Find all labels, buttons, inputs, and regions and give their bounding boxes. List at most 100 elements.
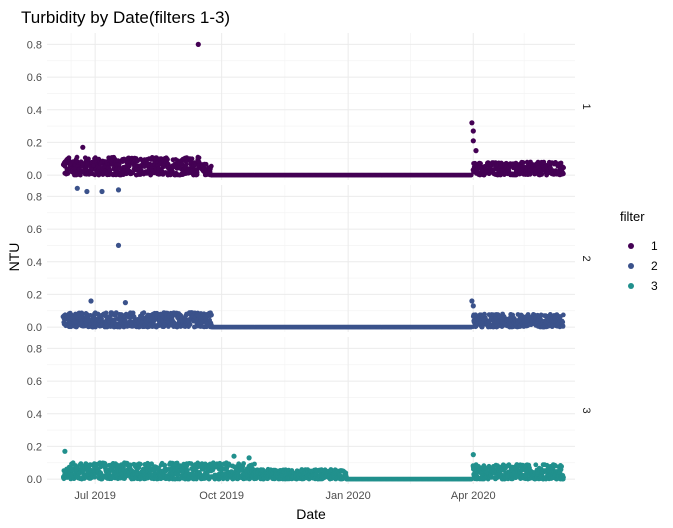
series-3-points — [61, 448, 566, 482]
data-point — [541, 159, 547, 165]
data-point — [86, 156, 91, 162]
data-point-outlier — [115, 187, 122, 193]
data-point-outlier — [62, 448, 68, 454]
legend-label-3: 3 — [651, 279, 658, 293]
data-point — [539, 172, 545, 177]
data-point — [187, 322, 193, 327]
data-point — [138, 461, 143, 467]
data-point — [65, 171, 71, 176]
facet-panels: 0.00.20.40.60.810.00.20.40.60.820.00.20.… — [27, 33, 592, 486]
data-point — [533, 462, 539, 468]
data-point-outlier — [99, 188, 105, 195]
y-tick-label: 0.4 — [27, 409, 42, 421]
data-point-outlier — [115, 242, 122, 248]
legend-key-1 — [628, 243, 634, 249]
data-point — [561, 475, 566, 480]
data-point — [74, 154, 80, 160]
data-point-outlier — [470, 138, 476, 144]
y-axis-label: NTU — [6, 243, 22, 272]
data-point — [196, 155, 202, 161]
legend-title: filter — [620, 209, 645, 224]
data-point — [560, 319, 566, 325]
data-point — [183, 162, 189, 167]
legend-key-3 — [628, 283, 634, 289]
data-point-outlier — [80, 144, 86, 150]
y-tick-label: 0.2 — [27, 441, 42, 453]
data-point — [130, 310, 136, 316]
data-point-outlier — [469, 298, 475, 304]
data-point — [203, 162, 209, 168]
data-point-outlier — [246, 455, 252, 461]
y-tick-label: 0.0 — [27, 322, 42, 334]
data-point-outlier — [84, 188, 90, 195]
data-point — [252, 461, 257, 467]
y-tick-label: 0.8 — [27, 191, 42, 203]
data-point — [193, 172, 199, 178]
y-tick-label: 0.6 — [27, 224, 42, 236]
data-point-outlier — [122, 300, 128, 306]
data-point — [560, 324, 566, 329]
legend-label-1: 1 — [651, 239, 658, 253]
chart-title: Turbidity by Date(filters 1-3) — [21, 8, 230, 27]
legend: filter 1 2 3 — [620, 209, 658, 293]
data-point-outlier — [470, 128, 476, 134]
series-1-points — [60, 41, 566, 178]
data-point — [241, 461, 247, 466]
facet-strip-label-3: 3 — [580, 407, 592, 413]
data-point — [154, 310, 160, 316]
x-axis-ticks: Jul 2019 Oct 2019 Jan 2020 Apr 2020 — [74, 490, 495, 502]
data-point — [217, 460, 223, 466]
facet-strip-label-2: 2 — [580, 255, 592, 261]
x-tick-label: Jul 2019 — [74, 490, 116, 502]
legend-items: 1 2 3 — [628, 239, 658, 293]
facet-strip-label-1: 1 — [580, 103, 592, 109]
data-point — [486, 463, 492, 469]
data-point — [122, 318, 128, 324]
data-point — [149, 461, 155, 467]
x-tick-label: Jan 2020 — [325, 490, 370, 502]
y-tick-label: 0.4 — [27, 257, 42, 269]
data-point-outlier — [74, 185, 80, 191]
data-point-outlier — [88, 298, 94, 304]
data-point — [208, 163, 214, 169]
data-point — [141, 310, 147, 316]
y-tick-label: 0.2 — [27, 289, 42, 301]
y-tick-label: 0.0 — [27, 474, 42, 486]
data-point — [209, 312, 214, 318]
legend-key-2 — [628, 263, 634, 269]
data-point — [78, 461, 84, 466]
y-tick-label: 0.6 — [27, 72, 42, 84]
x-axis-label: Date — [296, 506, 326, 522]
data-point — [560, 312, 566, 318]
data-point-outlier — [470, 452, 476, 458]
x-tick-label: Apr 2020 — [451, 490, 496, 502]
data-point — [151, 468, 157, 474]
data-point — [482, 311, 487, 317]
data-point — [165, 157, 170, 163]
data-point — [130, 170, 136, 176]
data-point — [561, 165, 566, 171]
y-tick-label: 0.0 — [27, 170, 42, 182]
legend-label-2: 2 — [651, 259, 658, 273]
series-2-points — [60, 185, 566, 330]
data-point — [520, 160, 526, 165]
data-point — [189, 156, 195, 162]
data-point — [80, 311, 85, 316]
y-tick-label: 0.6 — [27, 376, 42, 388]
data-point-outlier — [231, 453, 237, 459]
data-point — [527, 171, 533, 177]
data-point — [103, 310, 109, 316]
data-point — [561, 171, 566, 177]
data-point — [121, 156, 127, 162]
facet-panel-3: 0.0 0.2 0.4 0.6 0.8 3 — [27, 337, 592, 486]
y-tick-label: 0.8 — [27, 39, 42, 51]
y-tick-label: 0.8 — [27, 343, 42, 355]
data-point — [479, 324, 485, 330]
y-tick-label: 0.2 — [27, 137, 42, 149]
data-point — [559, 464, 564, 469]
data-point-outlier — [195, 41, 201, 48]
data-point-outlier — [469, 120, 475, 126]
facet-panel-2: 0.0 0.2 0.4 0.6 0.8 2 — [27, 185, 592, 334]
data-point-outlier — [470, 303, 476, 309]
